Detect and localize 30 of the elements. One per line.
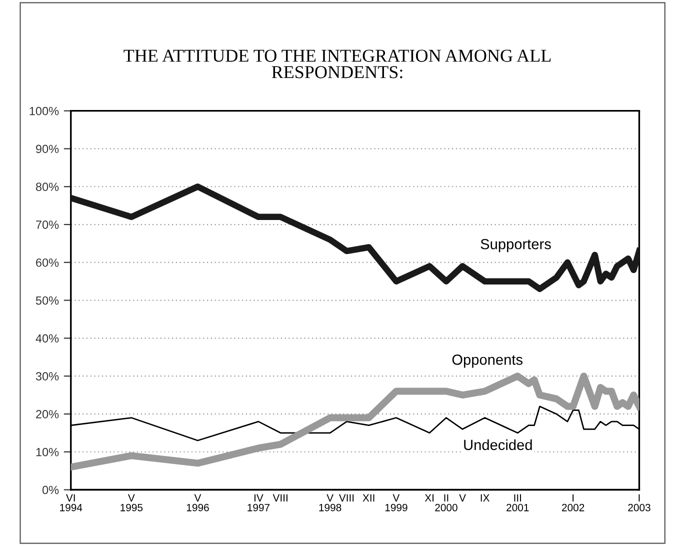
series-label: Opponents [452, 354, 522, 368]
x-tick-label: XI [424, 494, 434, 502]
x-tick-label: V 1995 [120, 494, 143, 512]
y-tick-label: 30% [36, 372, 59, 380]
x-tick-label: I 2003 [628, 494, 650, 512]
x-tick-label: VIII [338, 494, 354, 502]
y-tick-label: 0% [42, 486, 59, 494]
chart-title: THE ATTITUDE TO THE INTEGRATION AMONG ALL RESPONDENTS: [124, 50, 551, 78]
x-tick-label: VI 1994 [60, 494, 82, 512]
y-tick-label: 50% [36, 296, 59, 305]
x-tick-label: II 2000 [435, 494, 458, 512]
y-tick-label: 70% [36, 220, 59, 229]
y-tick-label: 100% [30, 106, 59, 116]
x-tick-label: V 1999 [385, 494, 408, 512]
series-label: Supporters [480, 238, 551, 252]
x-tick-label: III 2001 [506, 494, 529, 512]
x-tick-label: I 2002 [562, 494, 584, 512]
y-tick-label: 20% [36, 410, 59, 418]
x-tick-label: V 1996 [186, 494, 209, 512]
series-label: Undecided [464, 439, 532, 450]
y-tick-label: 60% [36, 258, 59, 267]
x-tick-label: IX [480, 494, 490, 502]
x-tick-label: V [459, 494, 466, 502]
x-tick-label: IV 1997 [248, 494, 270, 512]
x-tick-label: XII [362, 494, 374, 502]
y-tick-label: 90% [36, 144, 59, 154]
y-tick-label: 10% [36, 448, 59, 456]
x-tick-label: VIII [272, 494, 288, 502]
y-tick-label: 40% [36, 334, 59, 343]
y-tick-label: 80% [36, 182, 59, 192]
